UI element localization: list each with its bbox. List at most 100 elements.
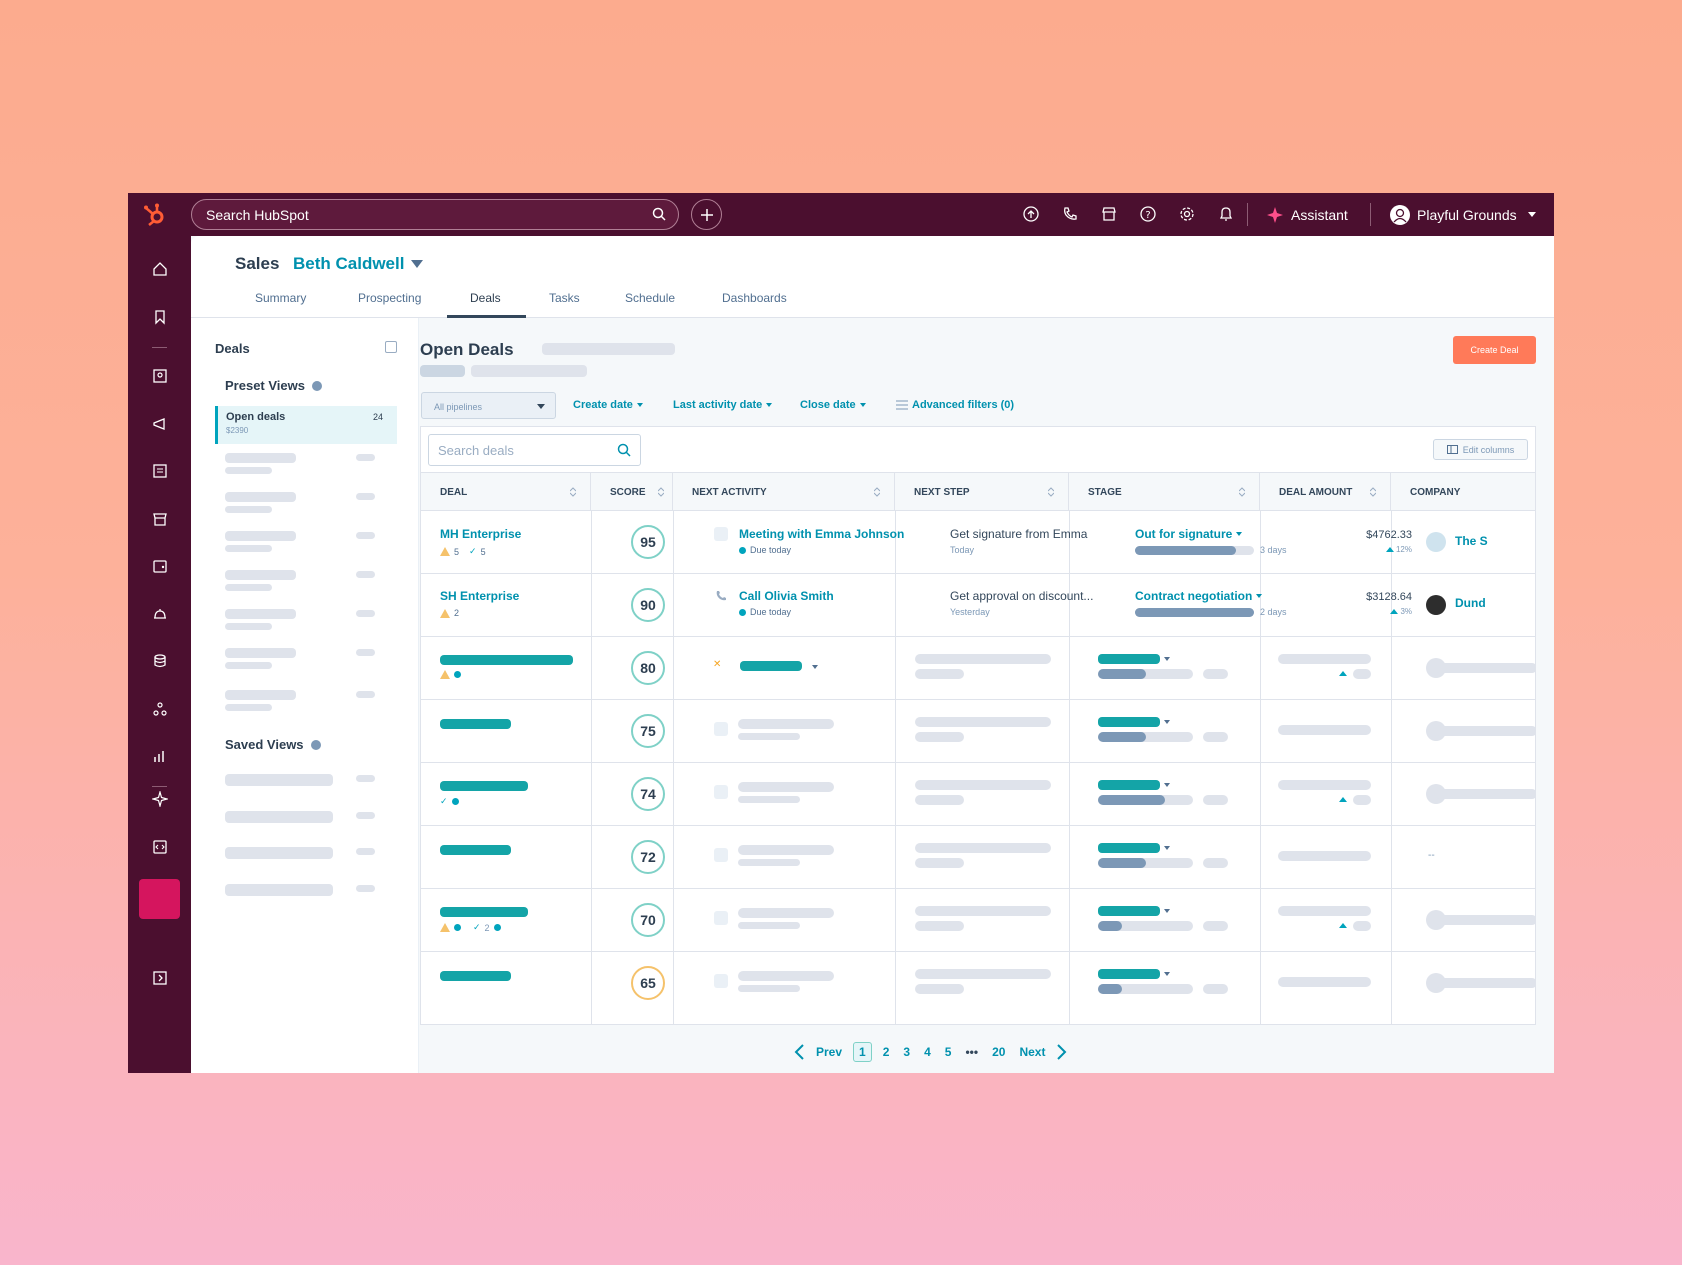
- pagination-page-1[interactable]: 1: [853, 1042, 872, 1062]
- notifications-bell-icon[interactable]: [1216, 204, 1236, 224]
- database-icon[interactable]: [149, 650, 171, 672]
- upgrade-icon[interactable]: [1021, 204, 1041, 224]
- company-link[interactable]: The S: [1455, 534, 1488, 548]
- deal-meta: 5 ✓ 5: [440, 546, 486, 557]
- info-icon[interactable]: [310, 739, 321, 750]
- column-header-stage[interactable]: STAGE: [1069, 473, 1260, 511]
- skeleton-next-step: [915, 795, 964, 805]
- pagination-prev[interactable]: Prev: [816, 1045, 843, 1059]
- sort-icon[interactable]: [1048, 487, 1054, 497]
- account-menu[interactable]: Playful Grounds: [1390, 193, 1536, 236]
- tab-prospecting[interactable]: Prospecting: [358, 291, 422, 305]
- skeleton-company: [1434, 663, 1535, 673]
- tab-deals[interactable]: Deals: [470, 291, 501, 305]
- advanced-filters-button[interactable]: Advanced filters (0): [896, 399, 1014, 411]
- view-item-open-deals[interactable]: Open deals $2390 24: [215, 406, 397, 444]
- filter-create-date[interactable]: Create date: [573, 399, 643, 411]
- ai-sparkle-icon[interactable]: [149, 788, 171, 810]
- home-icon[interactable]: [149, 258, 171, 280]
- help-icon[interactable]: ?: [1138, 204, 1158, 224]
- filter-last-activity-date[interactable]: Last activity date: [673, 399, 773, 411]
- skeleton-view-count: [356, 610, 375, 617]
- table-row[interactable]: 80 ✕: [421, 637, 1535, 700]
- pagination-page-last[interactable]: 20: [992, 1045, 1006, 1059]
- column-header-score[interactable]: SCORE: [591, 473, 673, 511]
- skeleton-view-count: [356, 571, 375, 578]
- caret-down-icon[interactable]: [411, 260, 423, 268]
- skeleton-view-count: [356, 532, 375, 539]
- search-icon[interactable]: [652, 207, 666, 224]
- deal-name-link[interactable]: MH Enterprise: [440, 527, 522, 541]
- tab-tasks[interactable]: Tasks: [549, 291, 580, 305]
- collapse-panel-icon[interactable]: [385, 341, 397, 353]
- expand-sidebar-icon[interactable]: [149, 967, 171, 989]
- avatar: [1390, 204, 1410, 225]
- edit-columns-button[interactable]: Edit columns: [1433, 439, 1528, 460]
- table-row[interactable]: 75: [421, 700, 1535, 763]
- wallet-icon[interactable]: [149, 555, 171, 577]
- pagination-page-5[interactable]: 5: [944, 1045, 952, 1059]
- table-row[interactable]: ✓ 2 70: [421, 889, 1535, 952]
- tab-schedule[interactable]: Schedule: [625, 291, 676, 305]
- search-icon[interactable]: [617, 443, 631, 460]
- skeleton-activity: [738, 859, 800, 866]
- stage-select[interactable]: Contract negotiation: [1135, 589, 1263, 603]
- sort-icon[interactable]: [570, 487, 576, 497]
- user-switcher[interactable]: Beth Caldwell: [293, 254, 405, 273]
- developer-code-icon[interactable]: [149, 836, 171, 858]
- stage-select[interactable]: Out for signature: [1135, 527, 1243, 541]
- automation-icon[interactable]: [149, 698, 171, 720]
- assistant-button[interactable]: Assistant: [1267, 193, 1348, 236]
- tab-summary[interactable]: Summary: [255, 291, 307, 305]
- amount-change-value: 3%: [1400, 607, 1412, 616]
- filter-close-date[interactable]: Close date: [800, 399, 866, 411]
- pagination-page-3[interactable]: 3: [903, 1045, 911, 1059]
- stage-progress-fill: [1098, 669, 1146, 679]
- table-row[interactable]: MH Enterprise 5 ✓ 5 95 Meeting with Emma…: [421, 511, 1535, 574]
- commerce-icon[interactable]: [149, 508, 171, 530]
- next-activity-link[interactable]: Meeting with Emma Johnson: [739, 527, 905, 541]
- arrow-up-icon: [1390, 609, 1399, 614]
- phone-icon[interactable]: [1060, 204, 1080, 224]
- contacts-icon[interactable]: [149, 365, 171, 387]
- column-header-next-step[interactable]: NEXT STEP: [895, 473, 1069, 511]
- column-header-company[interactable]: COMPANY: [1391, 473, 1535, 511]
- table-row[interactable]: ✓ 74: [421, 763, 1535, 826]
- pagination-next[interactable]: Next: [1019, 1045, 1046, 1059]
- sort-icon[interactable]: [874, 487, 880, 497]
- deal-name-link[interactable]: SH Enterprise: [440, 589, 520, 603]
- calendar-icon: [714, 848, 728, 862]
- create-plus-button[interactable]: [691, 199, 722, 230]
- info-icon[interactable]: [311, 380, 322, 391]
- create-deal-button[interactable]: Create Deal: [1453, 336, 1536, 364]
- marketing-megaphone-icon[interactable]: [149, 413, 171, 435]
- chevron-left-icon[interactable]: [793, 1043, 805, 1061]
- table-row[interactable]: 72 --: [421, 826, 1535, 889]
- pagination-page-2[interactable]: 2: [882, 1045, 890, 1059]
- hubspot-logo-icon[interactable]: [142, 202, 168, 228]
- reporting-bar-chart-icon[interactable]: [149, 745, 171, 767]
- pagination-page-4[interactable]: 4: [924, 1045, 931, 1059]
- global-search-input[interactable]: Search HubSpot: [191, 199, 679, 230]
- service-bell-icon[interactable]: [149, 603, 171, 625]
- chevron-right-icon[interactable]: [1056, 1043, 1068, 1061]
- sort-icon[interactable]: [1239, 487, 1245, 497]
- table-row[interactable]: SH Enterprise 2 90 Call Olivia Smith Due…: [421, 574, 1535, 637]
- deals-search-input[interactable]: Search deals: [428, 434, 641, 466]
- sort-icon[interactable]: [1370, 487, 1376, 497]
- skeleton-tag: [420, 365, 465, 377]
- company-link[interactable]: Dund: [1455, 596, 1486, 610]
- tab-dashboards[interactable]: Dashboards: [722, 291, 787, 305]
- table-row[interactable]: 65: [421, 952, 1535, 1015]
- column-header-deal[interactable]: DEAL: [421, 473, 591, 511]
- settings-gear-icon[interactable]: [1177, 204, 1197, 224]
- pipeline-select[interactable]: All pipelines: [421, 392, 556, 419]
- column-header-next-activity[interactable]: NEXT ACTIVITY: [673, 473, 895, 511]
- bookmark-icon[interactable]: [149, 306, 171, 328]
- column-header-deal-amount[interactable]: DEAL AMOUNT: [1260, 473, 1391, 511]
- sort-icon[interactable]: [658, 487, 664, 497]
- skeleton-activity: [738, 922, 800, 929]
- next-activity-link[interactable]: Call Olivia Smith: [739, 589, 834, 603]
- marketplace-icon[interactable]: [1099, 204, 1119, 224]
- content-icon[interactable]: [149, 460, 171, 482]
